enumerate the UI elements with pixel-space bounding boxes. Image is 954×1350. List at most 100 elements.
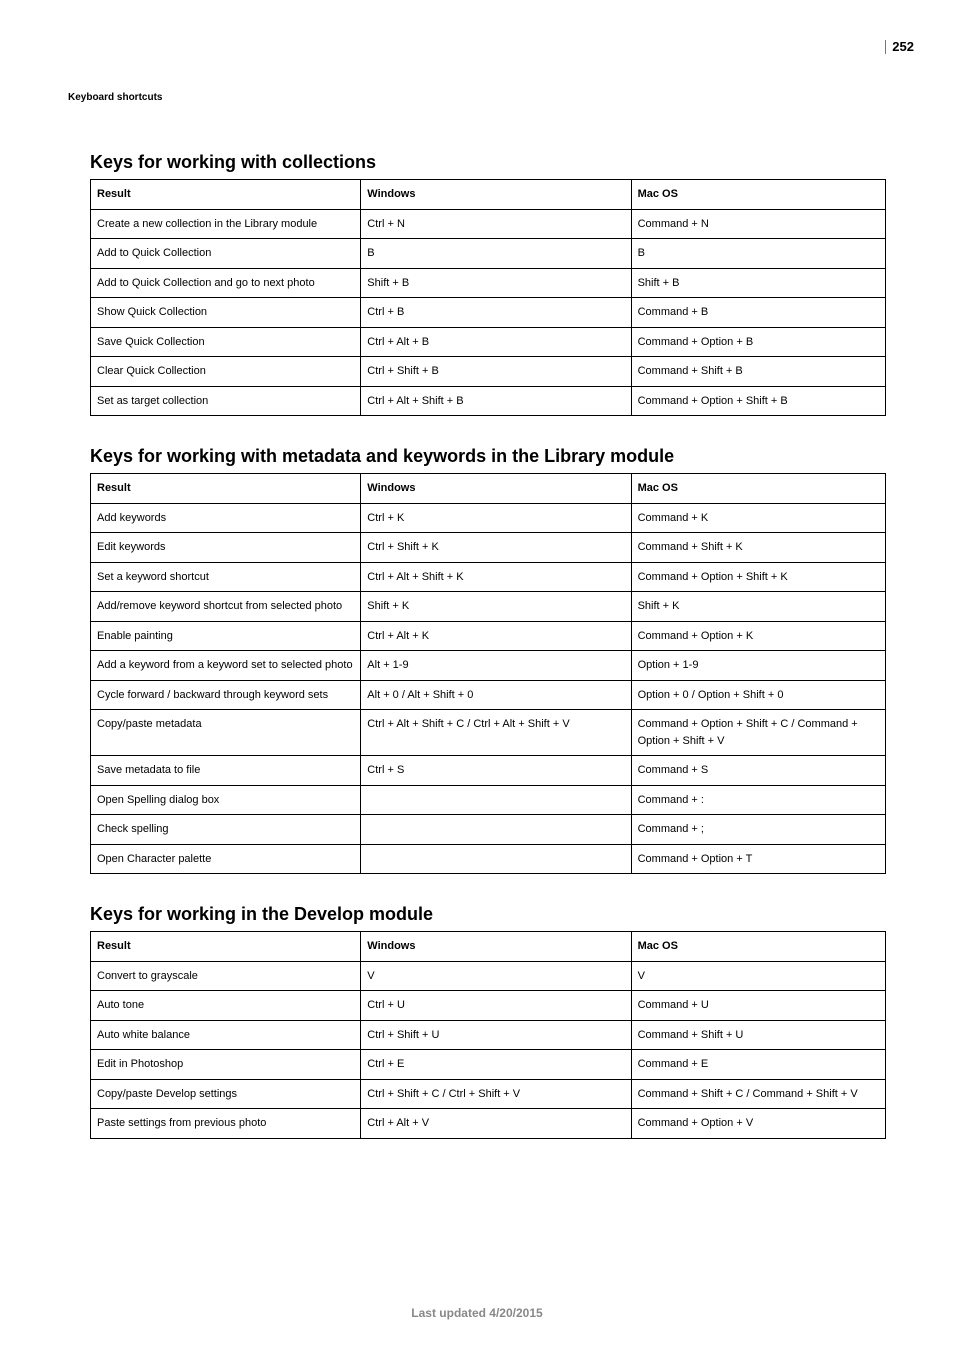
cell-windows: Ctrl + Shift + C / Ctrl + Shift + V: [361, 1079, 631, 1109]
cell-macos: Command + Shift + B: [631, 357, 885, 387]
cell-result: Add/remove keyword shortcut from selecte…: [91, 592, 361, 622]
table-row: Copy/paste metadataCtrl + Alt + Shift + …: [91, 710, 886, 756]
cell-macos: Command + K: [631, 503, 885, 533]
cell-windows: Ctrl + S: [361, 756, 631, 786]
cell-macos: Command + Option + Shift + B: [631, 386, 885, 416]
cell-result: Save metadata to file: [91, 756, 361, 786]
cell-windows: Ctrl + Alt + K: [361, 621, 631, 651]
cell-windows: B: [361, 239, 631, 269]
cell-result: Add to Quick Collection and go to next p…: [91, 268, 361, 298]
table-row: Auto white balanceCtrl + Shift + UComman…: [91, 1020, 886, 1050]
cell-windows: Ctrl + Alt + Shift + C / Ctrl + Alt + Sh…: [361, 710, 631, 756]
table-row: Create a new collection in the Library m…: [91, 209, 886, 239]
cell-result: Open Spelling dialog box: [91, 785, 361, 815]
cell-windows: Alt + 1-9: [361, 651, 631, 681]
cell-windows: Ctrl + E: [361, 1050, 631, 1080]
cell-windows: [361, 785, 631, 815]
cell-result: Add a keyword from a keyword set to sele…: [91, 651, 361, 681]
cell-macos: Command + Option + T: [631, 844, 885, 874]
cell-macos: Command + E: [631, 1050, 885, 1080]
cell-macos: Command + Shift + U: [631, 1020, 885, 1050]
cell-result: Enable painting: [91, 621, 361, 651]
cell-macos: Command + Option + V: [631, 1109, 885, 1139]
cell-windows: Ctrl + U: [361, 991, 631, 1021]
cell-windows: Ctrl + Shift + K: [361, 533, 631, 563]
cell-result: Edit keywords: [91, 533, 361, 563]
cell-macos: Command + Option + B: [631, 327, 885, 357]
cell-result: Add keywords: [91, 503, 361, 533]
table-row: Add a keyword from a keyword set to sele…: [91, 651, 886, 681]
cell-macos: Command + Option + K: [631, 621, 885, 651]
cell-windows: Ctrl + Alt + V: [361, 1109, 631, 1139]
table-row: Clear Quick CollectionCtrl + Shift + BCo…: [91, 357, 886, 387]
cell-macos: Option + 1-9: [631, 651, 885, 681]
shortcuts-table-metadata: Result Windows Mac OS Add keywordsCtrl +…: [90, 473, 886, 874]
cell-macos: Command + Shift + K: [631, 533, 885, 563]
cell-result: Check spelling: [91, 815, 361, 845]
cell-windows: Ctrl + K: [361, 503, 631, 533]
table-row: Open Character paletteCommand + Option +…: [91, 844, 886, 874]
cell-result: Copy/paste Develop settings: [91, 1079, 361, 1109]
cell-windows: [361, 815, 631, 845]
cell-macos: Command + :: [631, 785, 885, 815]
table-row: Copy/paste Develop settingsCtrl + Shift …: [91, 1079, 886, 1109]
table-row: Add/remove keyword shortcut from selecte…: [91, 592, 886, 622]
table-row: Show Quick CollectionCtrl + BCommand + B: [91, 298, 886, 328]
cell-result: Set a keyword shortcut: [91, 562, 361, 592]
cell-macos: Command + S: [631, 756, 885, 786]
cell-macos: B: [631, 239, 885, 269]
cell-result: Auto white balance: [91, 1020, 361, 1050]
cell-macos: Option + 0 / Option + Shift + 0: [631, 680, 885, 710]
col-windows: Windows: [361, 474, 631, 504]
shortcuts-table-collections: Result Windows Mac OS Create a new colle…: [90, 179, 886, 416]
cell-macos: V: [631, 961, 885, 991]
cell-windows: Ctrl + Shift + B: [361, 357, 631, 387]
table-header-row: Result Windows Mac OS: [91, 180, 886, 210]
table-row: Save metadata to fileCtrl + SCommand + S: [91, 756, 886, 786]
cell-windows: V: [361, 961, 631, 991]
cell-result: Clear Quick Collection: [91, 357, 361, 387]
table-row: Enable paintingCtrl + Alt + KCommand + O…: [91, 621, 886, 651]
col-result: Result: [91, 180, 361, 210]
cell-macos: Shift + K: [631, 592, 885, 622]
cell-result: Set as target collection: [91, 386, 361, 416]
cell-windows: Shift + K: [361, 592, 631, 622]
cell-windows: Ctrl + Alt + Shift + K: [361, 562, 631, 592]
cell-result: Auto tone: [91, 991, 361, 1021]
content-area: Keys for working with collections Result…: [90, 0, 886, 1139]
cell-macos: Command + Shift + C / Command + Shift + …: [631, 1079, 885, 1109]
cell-macos: Command + ;: [631, 815, 885, 845]
section-title: Keys for working with collections: [90, 152, 886, 173]
cell-result: Show Quick Collection: [91, 298, 361, 328]
cell-result: Copy/paste metadata: [91, 710, 361, 756]
cell-result: Cycle forward / backward through keyword…: [91, 680, 361, 710]
table-row: Convert to grayscaleVV: [91, 961, 886, 991]
table-row: Check spelling Command + ;: [91, 815, 886, 845]
shortcuts-table-develop: Result Windows Mac OS Convert to graysca…: [90, 931, 886, 1139]
table-row: Edit keywordsCtrl + Shift + KCommand + S…: [91, 533, 886, 563]
cell-result: Add to Quick Collection: [91, 239, 361, 269]
cell-windows: Ctrl + Shift + U: [361, 1020, 631, 1050]
section-title: Keys for working in the Develop module: [90, 904, 886, 925]
col-macos: Mac OS: [631, 932, 885, 962]
cell-windows: Ctrl + Alt + Shift + B: [361, 386, 631, 416]
table-row: Set as target collectionCtrl + Alt + Shi…: [91, 386, 886, 416]
footer-updated: Last updated 4/20/2015: [0, 1306, 954, 1320]
cell-macos: Command + N: [631, 209, 885, 239]
table-row: Add keywordsCtrl + KCommand + K: [91, 503, 886, 533]
cell-windows: [361, 844, 631, 874]
cell-result: Convert to grayscale: [91, 961, 361, 991]
col-macos: Mac OS: [631, 474, 885, 504]
cell-windows: Ctrl + Alt + B: [361, 327, 631, 357]
cell-result: Paste settings from previous photo: [91, 1109, 361, 1139]
page-number: 252: [885, 40, 914, 54]
col-windows: Windows: [361, 932, 631, 962]
page: 252 Keyboard shortcuts Keys for working …: [0, 0, 954, 1350]
cell-windows: Shift + B: [361, 268, 631, 298]
table-row: Add to Quick Collection and go to next p…: [91, 268, 886, 298]
cell-macos: Command + B: [631, 298, 885, 328]
cell-macos: Command + U: [631, 991, 885, 1021]
cell-result: Edit in Photoshop: [91, 1050, 361, 1080]
table-row: Edit in PhotoshopCtrl + ECommand + E: [91, 1050, 886, 1080]
col-windows: Windows: [361, 180, 631, 210]
